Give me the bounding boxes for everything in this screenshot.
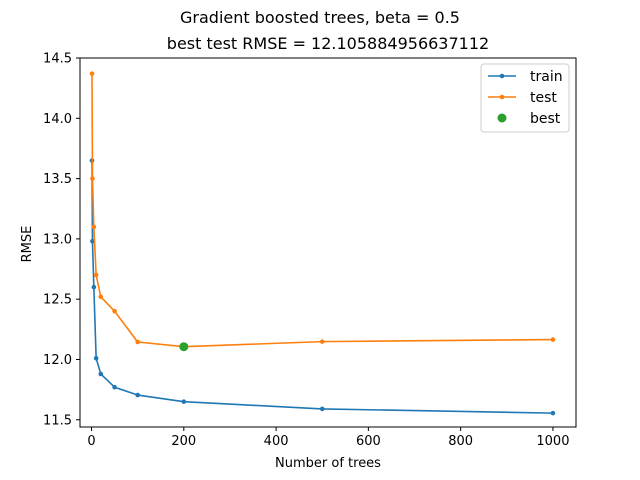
test-data-point	[550, 337, 556, 342]
y-axis-label: RMSE	[20, 226, 35, 263]
test-data-point	[98, 294, 104, 300]
train-data-point	[112, 384, 117, 390]
test-data-point	[89, 71, 95, 76]
x-axis-label: Number of trees	[275, 456, 381, 471]
y-tick-label: 13.0	[43, 232, 72, 247]
train-series-line	[91, 160, 553, 414]
y-tick-label: 12.5	[43, 293, 72, 308]
chart-title: Gradient boosted trees, beta = 0.5	[180, 8, 460, 27]
legend-test-label: test	[530, 90, 557, 106]
test-data-point	[93, 272, 99, 278]
test-data-point	[112, 308, 117, 314]
train-data-point	[90, 238, 95, 244]
test-data-point	[90, 176, 95, 181]
y-tick-label: 13.5	[43, 172, 72, 187]
train-data-point	[181, 399, 187, 404]
train-data-point	[91, 284, 97, 290]
y-tick-label: 14.0	[43, 112, 72, 127]
test-data-point	[91, 224, 97, 230]
x-tick-label: 1000	[536, 434, 569, 449]
legend-test-marker	[499, 94, 505, 100]
test-data-point	[319, 339, 325, 344]
train-data-point	[93, 355, 99, 361]
plot-area: 0 200 400 600 800 1000 11.5 12.0 12.5 13.0 13.5 14.…	[43, 52, 577, 449]
train-data-point	[98, 371, 104, 377]
x-tick-label: 400	[264, 434, 289, 449]
x-tick-label: 600	[356, 434, 381, 449]
legend-best-label: best	[530, 111, 561, 127]
train-data-point	[319, 406, 325, 412]
chart-subtitle: best test RMSE = 12.105884956637112	[167, 34, 489, 53]
x-tick-label: 800	[448, 434, 473, 449]
axes-frame	[79, 57, 577, 428]
y-tick-label: 11.5	[43, 413, 72, 428]
train-data-point	[135, 392, 140, 398]
y-tick-label: 12.0	[43, 353, 72, 368]
test-data-point	[135, 339, 140, 345]
legend-best-marker	[497, 113, 507, 123]
test-series-line	[91, 73, 553, 348]
legend-train-label: train	[530, 69, 563, 85]
best-marker	[179, 342, 189, 352]
x-tick-label: 0	[87, 434, 95, 449]
x-tick-label: 200	[171, 434, 196, 449]
y-tick-label: 14.5	[43, 52, 72, 67]
train-data-point	[550, 410, 556, 416]
legend-train-marker	[499, 73, 505, 79]
